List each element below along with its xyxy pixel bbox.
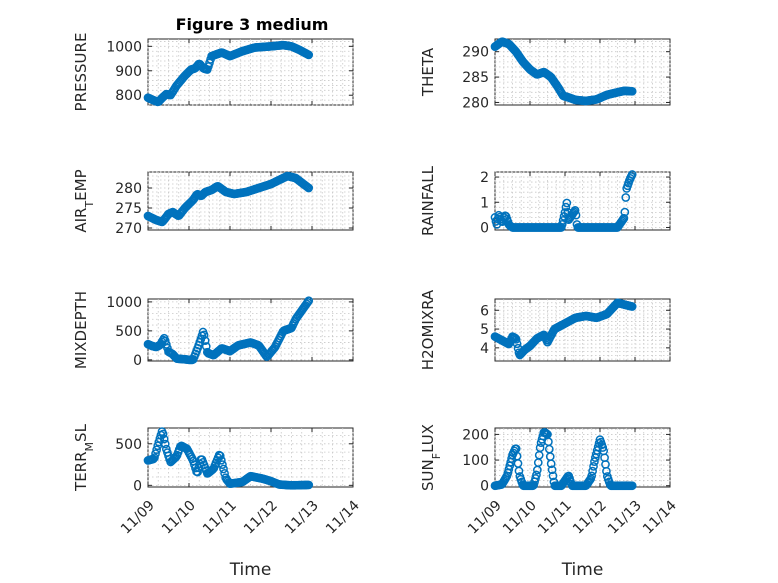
y-axis-label: PRESSURE [72,33,90,112]
grid [494,171,671,230]
y-tick-label: 5 [480,322,489,338]
series-pressure [143,40,314,107]
y-tick-label: 1000 [106,39,142,55]
y-tick-label: 6 [480,303,489,319]
data-point [621,193,631,202]
data-point [570,206,580,215]
y-axis-label: TERRMSL [72,423,96,492]
series-terr_msl [143,427,314,490]
data-point [218,460,227,469]
data-point [158,429,168,439]
data-point [546,459,556,469]
data-point [160,439,170,449]
data-point [511,334,521,344]
data-point [562,198,572,208]
data-point [602,466,611,476]
series-h2omixra [490,298,637,360]
data-point [303,297,312,307]
data-point [627,302,637,311]
y-tick-label: 1000 [106,295,142,311]
y-tick-label: 0 [133,353,142,369]
data-point [589,461,598,471]
data-point [620,207,630,217]
plot-area [147,298,354,362]
figure-title: Figure 3 medium [176,15,329,34]
y-tick-label: 4 [480,341,489,357]
y-tick-label: 900 [115,64,142,80]
data-point [571,210,581,220]
y-tick-label: 1 [480,195,489,211]
data-point [535,443,545,453]
data-point [548,471,558,481]
y-axis-label: AIRTEMP [72,169,96,232]
y-axis-label: H2OMIXRA [419,289,437,370]
series-rainfall [490,170,637,232]
axes-mixdepth: 0 500 1000 MIXDEPTH [72,291,354,369]
data-point [547,465,557,475]
x-axis-label: Time [561,560,604,580]
series-sun_flux [490,428,637,491]
y-tick-label: 0 [480,479,489,495]
y-tick-label: 2 [480,170,489,186]
data-point [590,457,599,466]
y-axis-label: THETA [419,47,437,97]
series-theta [490,37,637,106]
data-point [588,466,597,476]
y-tick-label: 275 [115,201,142,217]
y-tick-label: 280 [115,181,142,197]
data-point [304,183,314,193]
y-tick-label: 0 [480,220,489,236]
data-point [619,213,629,223]
data-point [150,453,159,462]
data-point [159,434,169,444]
data-point [532,470,541,480]
data-point [304,296,314,306]
data-point [561,202,571,212]
y-tick-label: 500 [115,437,142,453]
y-tick-label: 200 [462,427,489,443]
y-axis-label: RAINFALL [419,165,437,236]
series-mixdepth [143,296,314,365]
x-axis-label: Time [229,560,272,580]
data-point [149,454,158,464]
axes-rainfall: 0 1 2 RAINFALL [419,165,671,236]
axes-pressure: 800 900 1000 PRESSURE [72,33,354,112]
y-axis-label: MIXDEPTH [72,291,90,369]
y-tick-label: 800 [115,88,142,104]
data-point [514,466,524,476]
data-point [219,464,228,474]
data-point [304,50,314,60]
axes-theta: 280 285 290 THETA [419,37,671,111]
y-tick-label: 100 [462,453,489,469]
y-tick-label: 270 [115,221,142,237]
grid [147,39,354,106]
data-point [587,471,597,481]
data-point [151,449,160,458]
y-tick-label: 290 [462,45,489,61]
data-point [557,220,567,229]
axes-h2omixra: 4 5 6 H2OMIXRA [419,289,671,370]
data-point [199,330,209,340]
data-point [216,455,226,465]
data-point [627,86,637,96]
data-point [627,481,637,491]
axes-air_temp: 270 275 280 AIRTEMP [72,169,354,237]
data-point [627,170,637,179]
data-point [193,467,202,477]
y-axis-label: SUNFLUX [419,424,443,491]
data-point [304,480,314,490]
y-tick-label: 0 [133,478,142,494]
y-tick-label: 500 [115,324,142,340]
data-point [215,451,225,461]
data-point [152,445,161,455]
y-tick-label: 285 [462,70,489,86]
series-air_temp [143,171,314,227]
data-point [512,339,522,349]
y-tick-label: 280 [462,95,489,111]
grid [147,171,354,230]
data-point [200,336,210,345]
